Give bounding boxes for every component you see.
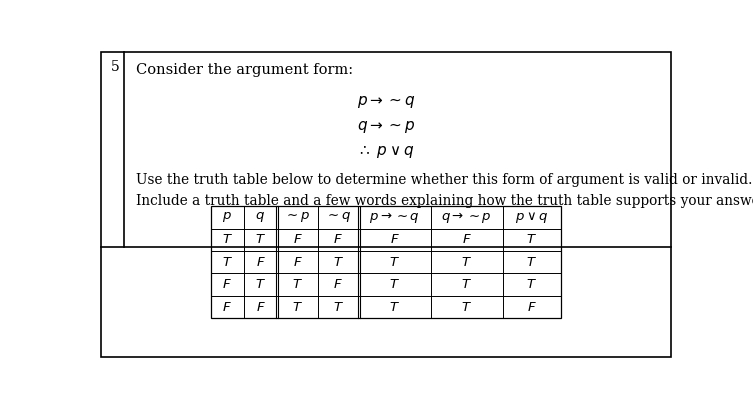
Text: $T$: $T$ — [389, 278, 400, 291]
Text: $F$: $F$ — [292, 233, 302, 246]
Text: $T$: $T$ — [389, 256, 400, 269]
Text: Consider the argument form:: Consider the argument form: — [136, 63, 353, 77]
Text: $F$: $F$ — [222, 278, 232, 291]
Text: $F$: $F$ — [334, 233, 343, 246]
Text: $p\vee q$: $p\vee q$ — [515, 210, 548, 225]
Text: 5: 5 — [111, 60, 119, 75]
Text: $p\rightarrow{\sim} q$: $p\rightarrow{\sim} q$ — [369, 210, 420, 225]
Text: Include a truth table and a few words explaining how the truth table supports yo: Include a truth table and a few words ex… — [136, 194, 753, 208]
Text: $T$: $T$ — [292, 301, 303, 313]
Text: $p$: $p$ — [222, 210, 232, 224]
Text: Use the truth table below to determine whether this form of argument is valid or: Use the truth table below to determine w… — [136, 173, 752, 188]
Text: $\therefore\; p\vee q$: $\therefore\; p\vee q$ — [357, 144, 415, 160]
Text: $T$: $T$ — [222, 256, 233, 269]
Text: $F$: $F$ — [527, 301, 537, 313]
Text: $T$: $T$ — [389, 301, 400, 313]
Text: $T$: $T$ — [222, 233, 233, 246]
Text: $T$: $T$ — [526, 278, 538, 291]
Text: $T$: $T$ — [461, 256, 472, 269]
Text: $F$: $F$ — [334, 278, 343, 291]
Text: $F$: $F$ — [222, 301, 232, 313]
Text: $T$: $T$ — [461, 301, 472, 313]
Text: $T$: $T$ — [461, 278, 472, 291]
Text: $F$: $F$ — [255, 301, 265, 313]
Text: $\sim q$: $\sim q$ — [325, 210, 352, 224]
Text: $F$: $F$ — [292, 256, 302, 269]
Text: $T$: $T$ — [333, 301, 343, 313]
Bar — [211, 206, 561, 318]
Text: $T$: $T$ — [255, 233, 266, 246]
Text: $q$: $q$ — [255, 210, 265, 224]
Text: $q\rightarrow{\sim} p$: $q\rightarrow{\sim} p$ — [441, 210, 492, 225]
Text: $T$: $T$ — [255, 278, 266, 291]
Text: $p \rightarrow{\sim} q$: $p \rightarrow{\sim} q$ — [357, 94, 415, 110]
Text: $F$: $F$ — [390, 233, 400, 246]
Text: $q \rightarrow{\sim} p$: $q \rightarrow{\sim} p$ — [357, 119, 415, 135]
Text: $T$: $T$ — [526, 233, 538, 246]
Text: $T$: $T$ — [526, 256, 538, 269]
Text: $T$: $T$ — [292, 278, 303, 291]
Text: $F$: $F$ — [255, 256, 265, 269]
Text: $F$: $F$ — [462, 233, 471, 246]
Text: $T$: $T$ — [333, 256, 343, 269]
Text: $\sim p$: $\sim p$ — [285, 210, 310, 224]
